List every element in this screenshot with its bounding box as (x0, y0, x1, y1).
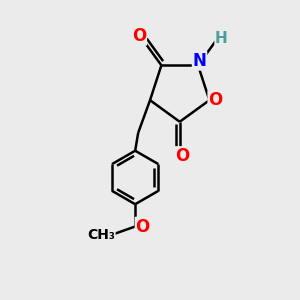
Text: O: O (132, 27, 146, 45)
Text: CH₃: CH₃ (87, 228, 115, 242)
Text: H: H (215, 31, 228, 46)
Text: N: N (193, 52, 206, 70)
Text: O: O (176, 147, 190, 165)
Text: O: O (208, 91, 223, 109)
Text: O: O (136, 218, 150, 236)
